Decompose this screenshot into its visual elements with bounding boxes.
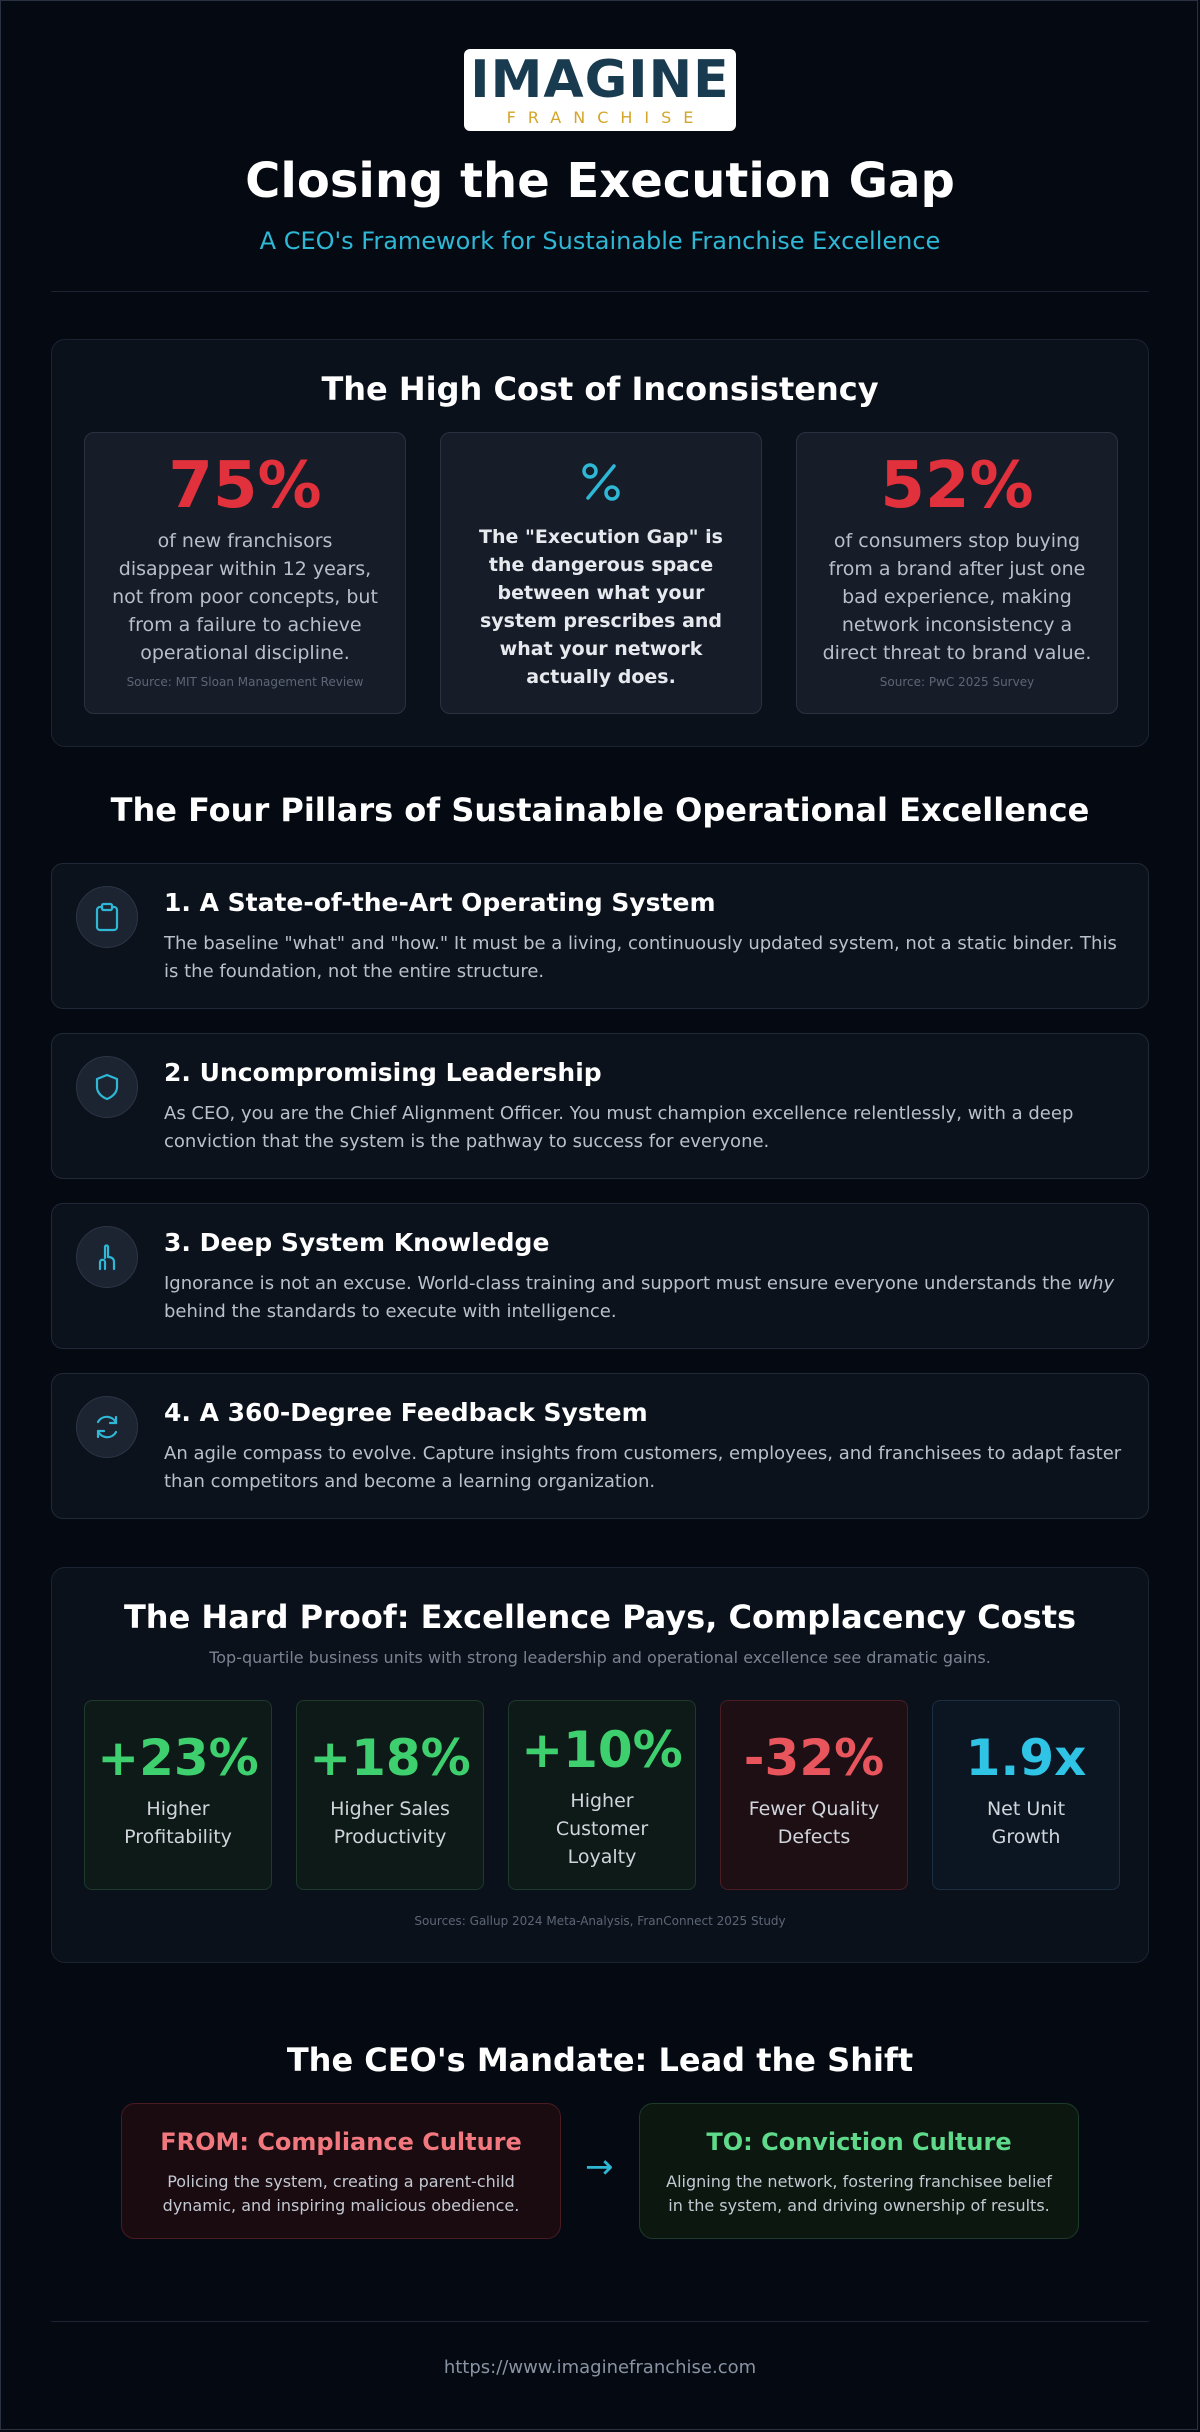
metric-customer-loyalty: +10% Higher Customer Loyalty bbox=[508, 1700, 696, 1890]
hand-pointer-icon bbox=[76, 1226, 138, 1288]
header-divider bbox=[51, 291, 1149, 292]
metric-label: Higher Sales Productivity bbox=[330, 1798, 450, 1848]
metric-value: -32% bbox=[743, 1729, 885, 1787]
proof-section-title: The Hard Proof: Excellence Pays, Complac… bbox=[123, 1598, 1077, 1636]
stat-card-franchisors: 75% of new franchisors disappear within … bbox=[84, 432, 406, 714]
stat-description: of new franchisors disappear within 12 y… bbox=[112, 530, 378, 664]
execution-gap-definition: The "Execution Gap" is the dangerous spa… bbox=[479, 526, 723, 688]
pillar-description: As CEO, you are the Chief Alignment Offi… bbox=[164, 1103, 1074, 1152]
from-compliance-card: FROM: Compliance Culture Policing the sy… bbox=[121, 2103, 561, 2239]
from-description: Policing the system, creating a parent-c… bbox=[162, 2172, 520, 2215]
pillars-title: The Four Pillars of Sustainable Operatio… bbox=[110, 791, 1090, 829]
pillar-leadership: 2. Uncompromising Leadership As CEO, you… bbox=[51, 1033, 1149, 1179]
metric-quality-defects: -32% Fewer Quality Defects bbox=[720, 1700, 908, 1890]
arrow-right-icon: → bbox=[585, 2147, 614, 2187]
metric-value: +23% bbox=[97, 1729, 259, 1787]
logo-tagline: FRANCHISE bbox=[506, 107, 706, 127]
to-conviction-card: TO: Conviction Culture Aligning the netw… bbox=[639, 2103, 1079, 2239]
mandate-title: The CEO's Mandate: Lead the Shift bbox=[286, 2041, 914, 2079]
pillar-feedback-system: 4. A 360-Degree Feedback System An agile… bbox=[51, 1373, 1149, 1519]
from-title: FROM: Compliance Culture bbox=[160, 2128, 522, 2156]
brand-logo: IMAGINE FRANCHISE bbox=[464, 49, 736, 131]
metric-label: Higher Profitability bbox=[124, 1798, 232, 1848]
refresh-icon bbox=[76, 1396, 138, 1458]
proof-sources: Sources: Gallup 2024 Meta-Analysis, Fran… bbox=[414, 1914, 786, 1928]
metric-value: 1.9x bbox=[965, 1729, 1087, 1787]
percent-icon bbox=[465, 451, 737, 513]
pillar-title: 2. Uncompromising Leadership bbox=[164, 1058, 602, 1087]
footer-divider bbox=[51, 2321, 1149, 2322]
stat-source: Source: MIT Sloan Management Review bbox=[126, 675, 364, 689]
metric-label: Higher Customer Loyalty bbox=[555, 1790, 649, 1868]
proof-section-subtitle: Top-quartile business units with strong … bbox=[209, 1648, 991, 1667]
pillar-title: 4. A 360-Degree Feedback System bbox=[164, 1398, 648, 1427]
stat-value: 52% bbox=[880, 449, 1034, 523]
pillar-description-end: behind the standards to execute with int… bbox=[164, 1301, 617, 1322]
to-title: TO: Conviction Culture bbox=[706, 2128, 1012, 2156]
stat-card-execution-gap: The "Execution Gap" is the dangerous spa… bbox=[440, 432, 762, 714]
metric-value: +18% bbox=[309, 1729, 471, 1787]
pillar-title: 3. Deep System Knowledge bbox=[164, 1228, 550, 1257]
metric-label: Fewer Quality Defects bbox=[748, 1798, 880, 1848]
clipboard-icon bbox=[76, 886, 138, 948]
pillar-description-emphasis: why bbox=[1077, 1273, 1115, 1294]
pillar-title: 1. A State-of-the-Art Operating System bbox=[164, 888, 716, 917]
logo-wordmark: IMAGINE bbox=[470, 49, 730, 110]
stat-value: 75% bbox=[168, 449, 322, 523]
pillar-operating-system: 1. A State-of-the-Art Operating System T… bbox=[51, 863, 1149, 1009]
metric-label: Net Unit Growth bbox=[986, 1798, 1066, 1848]
cost-section: The High Cost of Inconsistency 75% of ne… bbox=[51, 339, 1149, 747]
pillar-description: An agile compass to evolve. Capture insi… bbox=[164, 1443, 1122, 1492]
page-title: Closing the Execution Gap bbox=[245, 153, 955, 209]
shield-icon bbox=[76, 1056, 138, 1118]
proof-section: The Hard Proof: Excellence Pays, Complac… bbox=[51, 1567, 1149, 1963]
stat-description: of consumers stop buying from a brand af… bbox=[822, 530, 1092, 664]
stat-card-consumers: 52% of consumers stop buying from a bran… bbox=[796, 432, 1118, 714]
to-description: Aligning the network, fostering franchis… bbox=[666, 2172, 1052, 2215]
pillar-description-start: Ignorance is not an excuse. World-class … bbox=[164, 1273, 1078, 1294]
metric-unit-growth: 1.9x Net Unit Growth bbox=[932, 1700, 1120, 1890]
stat-source: Source: PwC 2025 Survey bbox=[879, 675, 1035, 689]
footer-url[interactable]: https://www.imaginefranchise.com bbox=[443, 2357, 757, 2378]
pillar-description: The baseline "what" and "how." It must b… bbox=[164, 933, 1117, 982]
pillar-description: Ignorance is not an excuse. World-class … bbox=[164, 1270, 1124, 1326]
metric-profitability: +23% Higher Profitability bbox=[84, 1700, 272, 1890]
metric-value: +10% bbox=[521, 1721, 683, 1779]
cost-section-title: The High Cost of Inconsistency bbox=[321, 370, 879, 408]
metric-sales-productivity: +18% Higher Sales Productivity bbox=[296, 1700, 484, 1890]
pillar-system-knowledge: 3. Deep System Knowledge Ignorance is no… bbox=[51, 1203, 1149, 1349]
page-subtitle: A CEO's Framework for Sustainable Franch… bbox=[259, 227, 941, 255]
